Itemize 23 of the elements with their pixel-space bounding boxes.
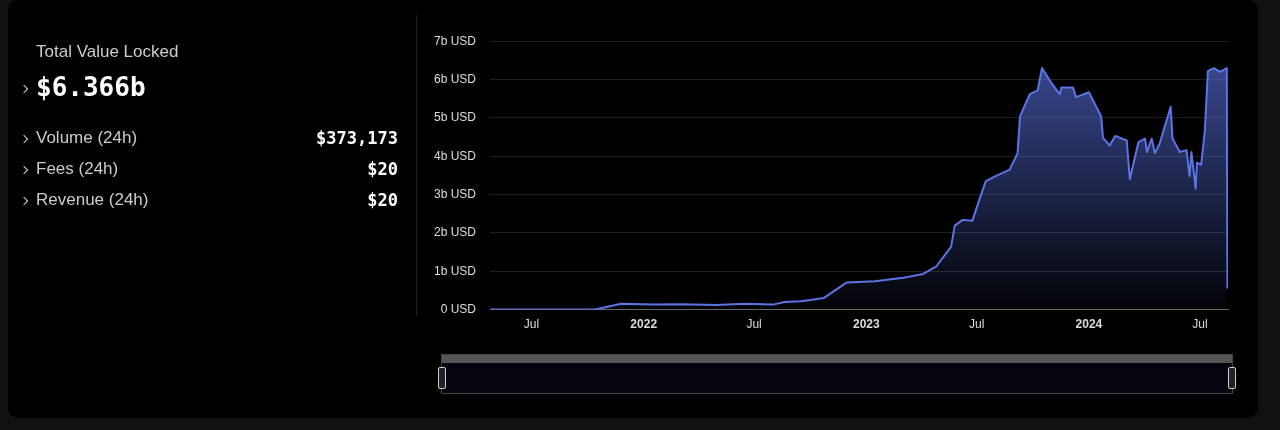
text: Fees (24h) — [36, 159, 119, 178]
text: $373,173 — [316, 128, 398, 148]
x-tick-label: Jul — [969, 317, 985, 332]
y-tick-label: 3b USD — [433, 186, 477, 201]
y-tick-label: 1b USD — [433, 263, 477, 278]
x-tick-label: Jul — [523, 317, 540, 332]
text: Revenue (24h) — [36, 190, 149, 209]
text: $20 — [367, 190, 398, 210]
x-tick-label: Jul — [746, 317, 762, 332]
x-tick-label: 2022 — [630, 317, 658, 332]
x-tick-label: 2023 — [852, 317, 880, 332]
y-tick-label: 5b USD — [433, 110, 477, 125]
y-tick-label: 4b USD — [433, 148, 477, 163]
text: Total Value Locked — [36, 42, 179, 62]
y-tick-label: 7b USD — [433, 33, 477, 48]
y-tick-label: 2b USD — [433, 225, 477, 240]
x-tick-label: Jul — [1192, 317, 1208, 332]
y-tick-label: 6b USD — [433, 71, 477, 86]
text: $20 — [367, 159, 398, 179]
text: Volume (24h) — [36, 128, 138, 147]
text: $6.366b — [36, 72, 146, 102]
y-tick-label: 0 USD — [440, 301, 477, 316]
x-tick-label: 2024 — [1075, 317, 1103, 332]
